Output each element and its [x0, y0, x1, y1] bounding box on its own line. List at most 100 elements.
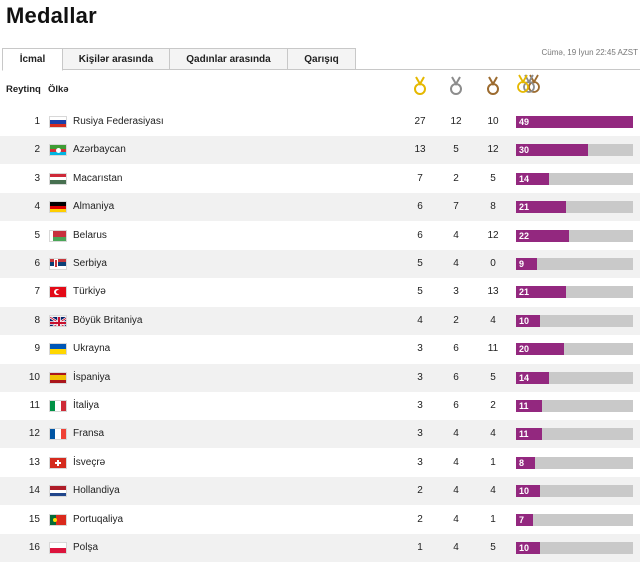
country-name[interactable]: İtaliya — [73, 400, 100, 411]
table-row[interactable]: 6 Serbiya 5 4 0 9 — [0, 250, 640, 278]
country-name[interactable]: Azərbaycan — [73, 144, 126, 156]
country-column-header[interactable]: Ölkə — [48, 84, 69, 95]
flag-hungary-icon — [49, 172, 67, 185]
table-row[interactable]: 8 Böyük Britaniya 4 2 4 10 — [0, 306, 640, 335]
silver-count: 6 — [453, 400, 459, 411]
country-name[interactable]: Belarus — [73, 229, 107, 241]
flag-belarus-icon — [49, 229, 67, 242]
gold-count: 27 — [414, 116, 426, 127]
country-name[interactable]: Serbiya — [73, 258, 107, 269]
total-count: 14 — [519, 173, 530, 184]
rank-column-header[interactable]: Reytinq — [6, 84, 41, 95]
rank-cell: 3 — [34, 172, 40, 184]
table-row[interactable]: 16 Polşa 1 4 5 10 — [0, 534, 640, 562]
flag-netherlands-icon — [49, 485, 67, 498]
table-row[interactable]: 5 Belarus 6 4 12 22 — [0, 222, 640, 250]
tab-men[interactable]: Kişilər arasında — [63, 48, 170, 70]
total-count: 10 — [519, 486, 530, 497]
silver-count: 12 — [450, 116, 462, 127]
total-bar: 8 — [516, 456, 633, 469]
bronze-count: 8 — [490, 201, 496, 213]
tab-summary[interactable]: İcmal — [2, 48, 63, 71]
total-bar-fill — [516, 343, 564, 356]
bronze-medal-icon[interactable] — [485, 76, 501, 96]
flag-portugal-icon — [49, 513, 67, 526]
tab-divider — [356, 69, 640, 70]
silver-count: 4 — [453, 428, 459, 440]
total-count: 8 — [519, 457, 525, 468]
country-name[interactable]: Almaniya — [73, 201, 115, 213]
bronze-count: 1 — [490, 456, 496, 468]
rank-cell: 13 — [28, 456, 40, 468]
flag-italy-icon — [49, 400, 67, 412]
bronze-count: 12 — [487, 144, 499, 156]
country-name[interactable]: Rusiya Federasiyası — [73, 116, 164, 127]
table-row[interactable]: 7 Türkiyə 5 3 13 21 — [0, 278, 640, 306]
total-count: 11 — [519, 429, 529, 440]
table-row[interactable]: 3 Macarıstan 7 2 5 14 — [0, 165, 640, 193]
table-row[interactable]: 15 Portuqaliya 2 4 1 7 — [0, 506, 640, 534]
gold-medal-icon[interactable] — [412, 76, 428, 96]
total-bar-fill — [516, 485, 540, 498]
table-row[interactable]: 9 Ukrayna 3 6 11 20 — [0, 335, 640, 363]
table-row[interactable]: 1 Rusiya Federasiyası 27 12 10 49 — [0, 108, 640, 136]
bronze-count: 4 — [490, 428, 496, 440]
flag-switzerland-icon — [49, 456, 67, 469]
silver-count: 6 — [453, 371, 459, 383]
country-name[interactable]: Böyük Britaniya — [73, 314, 143, 326]
rank-cell: 15 — [28, 513, 40, 525]
total-bar-fill — [516, 456, 536, 469]
rank-cell: 2 — [34, 144, 40, 156]
tab-mixed[interactable]: Qarışıq — [288, 48, 356, 70]
table-row[interactable]: 11 İtaliya 3 6 2 11 — [0, 392, 640, 420]
flag-ukraine-icon — [49, 343, 67, 356]
total-bar: 20 — [516, 343, 633, 356]
country-name[interactable]: Macarıstan — [73, 172, 123, 184]
country-name[interactable]: Hollandiya — [73, 485, 120, 497]
bronze-count: 12 — [487, 229, 499, 241]
silver-count: 4 — [453, 229, 459, 241]
total-bar-fill — [516, 513, 533, 526]
silver-medal-icon[interactable] — [448, 76, 464, 96]
gold-count: 2 — [417, 513, 423, 525]
total-bar-fill — [516, 371, 550, 384]
silver-count: 7 — [453, 201, 459, 213]
table-row[interactable]: 13 İsveçrə 3 4 1 8 — [0, 449, 640, 477]
rank-cell: 16 — [28, 542, 40, 553]
total-bar-fill — [516, 201, 567, 214]
silver-count: 4 — [453, 485, 459, 497]
country-name[interactable]: Türkiyə — [73, 286, 106, 298]
table-row[interactable]: 2 Azərbaycan 13 5 12 30 — [0, 136, 640, 165]
total-medals-icon[interactable] — [516, 74, 546, 94]
flag-poland-icon — [49, 542, 67, 554]
silver-count: 3 — [453, 286, 459, 298]
total-bar: 9 — [516, 258, 633, 270]
gold-count: 3 — [417, 428, 423, 440]
country-name[interactable]: İsveçrə — [73, 456, 106, 468]
gold-count: 3 — [417, 343, 423, 355]
bronze-count: 11 — [487, 343, 499, 355]
country-name[interactable]: İspaniya — [73, 371, 111, 383]
total-bar: 22 — [516, 229, 633, 242]
total-bar-fill — [516, 286, 567, 299]
table-row[interactable]: 12 Fransa 3 4 4 11 — [0, 420, 640, 449]
rank-cell: 1 — [34, 116, 40, 127]
country-name[interactable]: Ukrayna — [73, 343, 111, 355]
gold-count: 5 — [417, 258, 423, 269]
table-row[interactable]: 14 Hollandiya 2 4 4 10 — [0, 477, 640, 506]
table-row[interactable]: 10 İspaniya 3 6 5 14 — [0, 363, 640, 392]
total-bar-fill — [516, 400, 543, 412]
table-row[interactable]: 4 Almaniya 6 7 8 21 — [0, 193, 640, 222]
country-name[interactable]: Portuqaliya — [73, 513, 124, 525]
total-count: 14 — [519, 372, 530, 383]
country-name[interactable]: Polşa — [73, 542, 99, 553]
flag-serbia-icon — [49, 258, 67, 270]
flag-france-icon — [49, 428, 67, 441]
tab-women[interactable]: Qadınlar arasında — [170, 48, 288, 70]
country-name[interactable]: Fransa — [73, 428, 105, 440]
gold-count: 6 — [417, 229, 423, 241]
total-bar: 7 — [516, 513, 633, 526]
flag-germany-icon — [49, 201, 67, 214]
total-bar: 14 — [516, 371, 633, 384]
rank-cell: 5 — [34, 229, 40, 241]
